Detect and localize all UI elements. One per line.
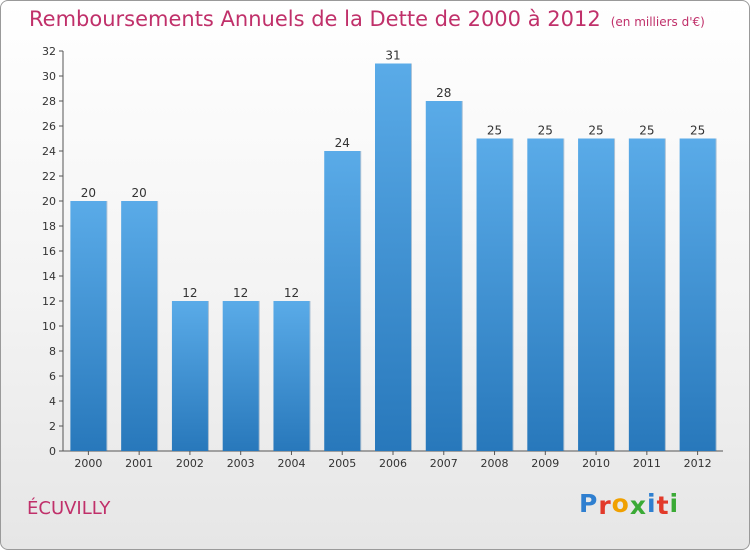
y-tick-label: 0 bbox=[49, 445, 56, 458]
logo-letter: o bbox=[611, 489, 630, 518]
y-tick-label: 10 bbox=[42, 320, 56, 333]
data-label: 25 bbox=[690, 124, 705, 138]
y-tick-label: 4 bbox=[49, 395, 56, 408]
data-label: 31 bbox=[385, 49, 400, 63]
y-tick-label: 18 bbox=[42, 220, 56, 233]
y-tick-label: 6 bbox=[49, 370, 56, 383]
chart-bars bbox=[70, 63, 717, 451]
y-tick-label: 22 bbox=[42, 170, 56, 183]
data-label: 12 bbox=[182, 286, 197, 300]
data-label: 12 bbox=[284, 286, 299, 300]
x-tick-label: 2001 bbox=[125, 457, 153, 470]
y-tick-label: 28 bbox=[42, 95, 56, 108]
logo-letter: i bbox=[669, 489, 680, 518]
data-label: 25 bbox=[588, 124, 603, 138]
logo-letter: r bbox=[598, 491, 612, 520]
bar-2004 bbox=[273, 301, 310, 451]
data-label: 28 bbox=[436, 86, 451, 100]
data-label: 12 bbox=[233, 286, 248, 300]
x-tick-label: 2004 bbox=[277, 457, 305, 470]
logo-letter: P bbox=[579, 489, 599, 518]
data-label: 24 bbox=[335, 136, 350, 150]
y-tick-label: 24 bbox=[42, 145, 56, 158]
y-tick-label: 16 bbox=[42, 245, 56, 258]
logo-letter: t bbox=[656, 491, 670, 520]
data-label: 25 bbox=[639, 124, 654, 138]
x-tick-label: 2009 bbox=[531, 457, 559, 470]
bar-2005 bbox=[324, 151, 361, 451]
y-tick-label: 20 bbox=[42, 195, 56, 208]
bar-2001 bbox=[121, 201, 158, 451]
x-tick-label: 2000 bbox=[74, 457, 102, 470]
logo-letter: i bbox=[647, 489, 657, 518]
bar-2010 bbox=[578, 138, 615, 451]
data-label: 25 bbox=[538, 124, 553, 138]
data-label: 20 bbox=[81, 186, 96, 200]
bar-2008 bbox=[476, 138, 513, 451]
bar-2006 bbox=[375, 63, 411, 451]
commune-name: ÉCUVILLY bbox=[27, 498, 111, 519]
data-label: 25 bbox=[487, 124, 502, 138]
chart-labels: 20 20 12 12 12 24 31 28 25 25 25 25 25 bbox=[81, 49, 706, 301]
x-tick-label: 2005 bbox=[328, 457, 356, 470]
y-tick-label: 26 bbox=[42, 120, 56, 133]
x-tick-label: 2007 bbox=[430, 457, 458, 470]
x-tick-label: 2010 bbox=[582, 457, 610, 470]
logo-letter: x bbox=[629, 491, 647, 520]
data-label: 20 bbox=[132, 186, 147, 200]
x-tick-label: 2008 bbox=[481, 457, 509, 470]
bar-2012 bbox=[679, 138, 716, 451]
x-tick-label: 2003 bbox=[227, 457, 255, 470]
bar-2003 bbox=[222, 301, 259, 451]
chart-title-text: Remboursements Annuels de la Dette de 20… bbox=[29, 7, 601, 31]
bar-2007 bbox=[425, 101, 462, 451]
proxiti-logo: Proxiti bbox=[579, 489, 680, 520]
bar-2009 bbox=[527, 138, 564, 451]
chart-title: Remboursements Annuels de la Dette de 20… bbox=[29, 7, 705, 31]
y-tick-label: 8 bbox=[49, 345, 56, 358]
y-tick-label: 32 bbox=[42, 45, 56, 58]
y-tick-label: 30 bbox=[42, 70, 56, 83]
bar-2002 bbox=[171, 301, 208, 451]
x-tick-label: 2011 bbox=[633, 457, 661, 470]
bar-2000 bbox=[70, 201, 107, 451]
x-tick-label: 2012 bbox=[684, 457, 712, 470]
y-tick-label: 12 bbox=[42, 295, 56, 308]
y-tick-label: 14 bbox=[42, 270, 56, 283]
y-tick-label: 2 bbox=[49, 420, 56, 433]
bar-2011 bbox=[628, 138, 665, 451]
chart-subtitle: (en milliers d'€) bbox=[610, 15, 705, 29]
x-tick-label: 2006 bbox=[379, 457, 407, 470]
x-tick-label: 2002 bbox=[176, 457, 204, 470]
